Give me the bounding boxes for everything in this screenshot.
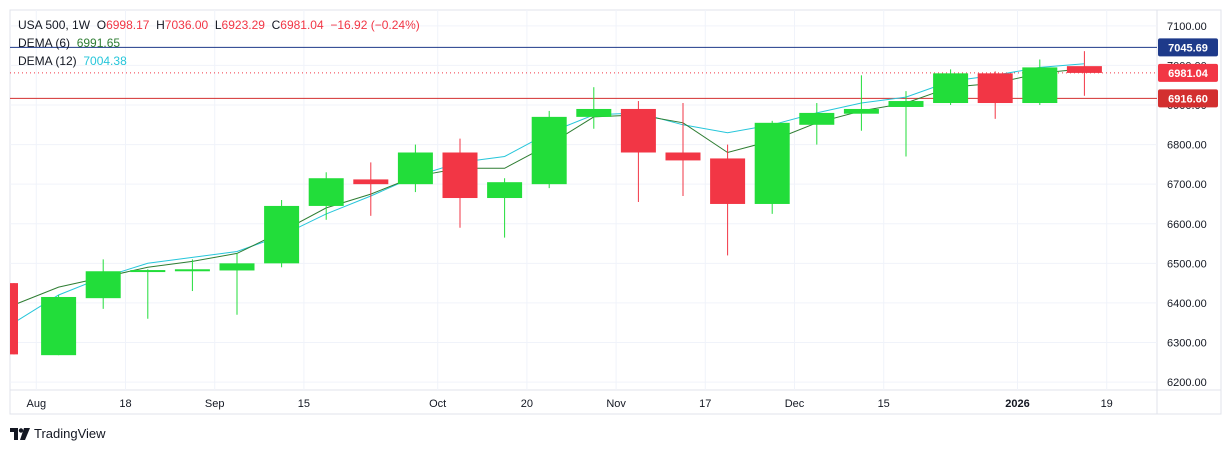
candle-body[interactable] [41, 296, 77, 356]
x-tick-label: 15 [298, 398, 310, 410]
symbol-name[interactable]: USA 500 [18, 18, 66, 32]
indicator-value: 6991.65 [76, 36, 121, 50]
x-tick-label: Dec [785, 398, 805, 410]
x-tick-label: Aug [27, 398, 47, 410]
indicator-row-dema6[interactable]: DEMA (6) 6991.65 [18, 34, 420, 52]
y-tick-label: 6400.00 [1167, 298, 1207, 310]
indicator-row-dema12[interactable]: DEMA (12) 7004.38 [18, 52, 420, 70]
open-value: 6998.17 [106, 18, 150, 32]
low-value: 6923.29 [221, 18, 265, 32]
x-tick-label: 19 [1101, 398, 1113, 410]
x-tick-label: 17 [699, 398, 711, 410]
x-tick-label: 20 [521, 398, 533, 410]
y-tick-label: 6200.00 [1167, 377, 1207, 389]
candle-body[interactable] [531, 116, 567, 185]
candle-body[interactable] [620, 108, 656, 153]
candle-body[interactable] [308, 178, 344, 206]
x-tick-label: 18 [119, 398, 131, 410]
interval-label[interactable]: 1W [72, 18, 91, 32]
candle-body[interactable] [576, 108, 612, 117]
high-value: 7036.00 [164, 18, 209, 32]
price-tag-label: 6981.04 [1168, 68, 1209, 80]
ohlc-row: USA 500, 1W O6998.17 H7036.00 L6923.29 C… [18, 18, 420, 32]
y-tick-label: 6700.00 [1167, 179, 1207, 191]
x-tick-label: Nov [606, 398, 626, 410]
candle-body[interactable] [264, 205, 300, 264]
indicator-name: DEMA (12) [18, 54, 77, 68]
change-value: −16.92 (−0.24%) [330, 18, 420, 32]
candle-body[interactable] [397, 152, 433, 185]
indicator-value: 7004.38 [83, 54, 127, 68]
close-value: 6981.04 [280, 18, 324, 32]
x-tick-label: Sep [205, 398, 225, 410]
candle-body[interactable] [1022, 67, 1058, 104]
open-label: O [96, 18, 107, 32]
y-tick-label: 6500.00 [1167, 258, 1207, 270]
candle-body[interactable] [130, 270, 166, 273]
high-label: H [156, 18, 165, 32]
y-tick-label: 6800.00 [1167, 140, 1207, 152]
candle-body[interactable] [1066, 66, 1102, 73]
candle-body[interactable] [977, 73, 1013, 104]
price-tag-label: 6916.60 [1168, 93, 1208, 105]
x-tick-label: 2026 [1005, 398, 1029, 410]
price-tag-box [1158, 38, 1218, 57]
low-label: L [214, 18, 222, 32]
candle-body[interactable] [665, 152, 701, 161]
candle-body[interactable] [353, 179, 389, 185]
candle-body[interactable] [933, 73, 969, 104]
price-tag-label: 7045.69 [1168, 42, 1208, 54]
candle-body[interactable] [888, 101, 924, 107]
tradingview-brand[interactable]: TradingView [10, 426, 106, 441]
brand-name: TradingView [34, 426, 106, 441]
tradingview-logo-icon [10, 427, 30, 440]
price-tag-box [1158, 89, 1218, 108]
indicator-name: DEMA (6) [18, 36, 71, 50]
y-tick-label: 6300.00 [1167, 338, 1207, 350]
y-tick-label: 7100.00 [1167, 21, 1207, 33]
price-tag-box [1158, 63, 1218, 82]
candle-body[interactable] [442, 152, 478, 199]
x-tick-label: Oct [429, 398, 446, 410]
candle-body[interactable] [843, 108, 879, 114]
chart-legend: USA 500, 1W O6998.17 H7036.00 L6923.29 C… [18, 16, 420, 70]
chart-frame [9, 9, 1222, 415]
y-tick-label: 6600.00 [1167, 219, 1207, 231]
candle-body[interactable] [487, 182, 523, 199]
candle-body[interactable] [799, 112, 835, 125]
dema-12-line [13, 63, 1085, 324]
candle-body[interactable] [85, 271, 121, 299]
close-label: C [271, 18, 281, 32]
candle-body[interactable] [174, 269, 210, 272]
x-tick-label: 15 [878, 398, 890, 410]
candle-body[interactable] [219, 263, 255, 271]
candle-body[interactable] [754, 122, 790, 204]
candle-body[interactable] [10, 283, 18, 355]
candle-body[interactable] [710, 158, 746, 204]
